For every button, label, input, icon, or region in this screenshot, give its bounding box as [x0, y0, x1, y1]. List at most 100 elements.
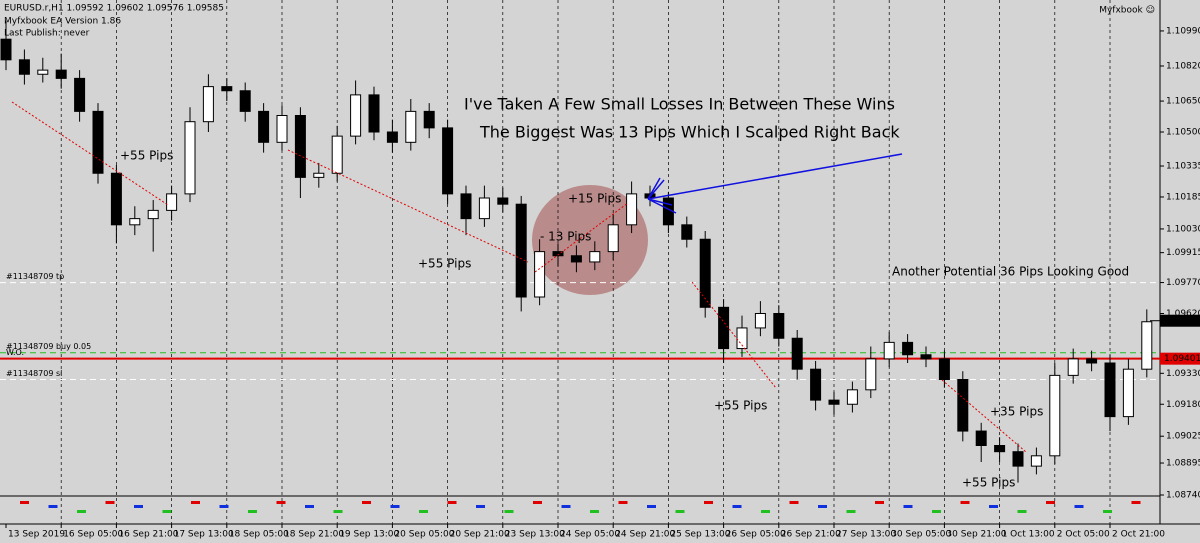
indicator-dash: [219, 505, 229, 508]
candle-body: [276, 115, 288, 143]
x-tick-label: 2 Oct 05:00: [1057, 530, 1110, 540]
indicator-dash: [476, 505, 485, 508]
indicator-dash: [77, 510, 86, 513]
candle-body: [55, 69, 67, 79]
x-tick-label: 25 Sep 13:00: [670, 530, 730, 540]
candle-body: [442, 127, 454, 195]
y-tick-label: 1.10335: [1166, 162, 1200, 172]
y-tick-label: 1.09620: [1166, 309, 1200, 319]
y-tick-label: 1.10820: [1166, 62, 1200, 72]
annotation: +55 Pips: [120, 149, 173, 163]
candle-body: [1049, 374, 1061, 457]
indicator-dash: [1017, 510, 1027, 513]
candle-body: [791, 337, 803, 370]
candle-body: [570, 255, 582, 263]
candle-body: [1067, 358, 1079, 376]
indicator-dash: [561, 505, 571, 508]
indicator-dash: [761, 510, 770, 513]
last-price-tag: [1160, 314, 1200, 327]
indicator-dash: [903, 505, 913, 508]
x-tick-label: 17 Sep 13:00: [174, 530, 234, 540]
candle-body: [423, 110, 435, 129]
indicator-dash: [732, 505, 742, 508]
candle-body: [405, 110, 417, 143]
indicator-dash: [846, 510, 856, 513]
candle-body: [147, 209, 159, 220]
candle-body: [221, 86, 233, 92]
candle-body: [1122, 368, 1134, 418]
x-tick-label: 20 Sep 05:00: [394, 530, 454, 540]
candle-body: [938, 358, 950, 380]
candle-body: [589, 251, 601, 263]
trade-line: [287, 149, 529, 263]
candle-body: [92, 110, 104, 174]
candle-body: [828, 399, 840, 405]
indicator-dash: [305, 505, 314, 508]
candle-body: [166, 193, 178, 211]
level-name: W.O.: [6, 348, 24, 357]
header-line: EURUSD.r,H1 1.09592 1.09602 1.09576 1.09…: [4, 4, 224, 14]
candle-body: [902, 341, 914, 356]
indicator-dash: [932, 510, 941, 513]
y-tick-label: 1.10185: [1166, 192, 1200, 202]
y-tick-label: 1.10500: [1166, 128, 1200, 138]
candle-body: [1141, 321, 1153, 370]
y-tick-label: 1.09330: [1166, 369, 1200, 379]
candle-body: [478, 197, 490, 220]
y-tick-label: 1.09025: [1166, 432, 1200, 442]
x-tick-label: 30 Sep 21:00: [946, 530, 1006, 540]
candle-body: [699, 238, 711, 308]
y-tick-label: 1.08740: [1166, 491, 1200, 501]
y-tick-label: 1.09770: [1166, 278, 1200, 288]
annotation: I've Taken A Few Small Losses In Between…: [464, 95, 895, 114]
indicator-dash: [276, 501, 286, 504]
indicator-dash: [590, 510, 599, 513]
indicator-dash: [618, 501, 628, 504]
indicator-dash: [48, 505, 58, 508]
x-tick-label: 1 Oct 13:00: [1002, 530, 1055, 540]
x-tick-label: 18 Sep 21:00: [284, 530, 344, 540]
candle-body: [883, 341, 895, 360]
pointer-arrow: [647, 153, 903, 200]
candle-body: [773, 313, 785, 339]
candle-body: [1104, 362, 1116, 418]
indicator-dash: [162, 510, 172, 513]
y-tick-label: 1.10030: [1166, 224, 1200, 234]
x-tick-label: 24 Sep 21:00: [615, 530, 675, 540]
x-tick-label: 24 Sep 05:00: [560, 530, 620, 540]
highlight-ellipse: [532, 185, 648, 295]
y-tick-label: 1.08895: [1166, 459, 1200, 469]
candle-body: [1030, 455, 1042, 467]
candle-body: [0, 38, 12, 61]
candle-body: [350, 94, 362, 137]
candle-body: [239, 90, 251, 112]
x-tick-label: 16 Sep 05:00: [63, 530, 123, 540]
header-line: Myfxbook EA Version 1.86: [4, 17, 121, 27]
candle-body: [920, 354, 932, 360]
brand: Myfxbook ☺: [1099, 5, 1155, 16]
x-tick-label: 26 Sep 21:00: [781, 530, 841, 540]
candle-body: [754, 313, 766, 329]
candle-body: [1086, 358, 1098, 364]
indicator-dash: [105, 501, 115, 504]
candle-body: [331, 135, 343, 174]
candle-body: [957, 379, 969, 432]
level-tag-label: 1.09401: [1164, 354, 1200, 364]
annotation: - 13 Pips: [540, 230, 591, 244]
annotation: +15 Pips: [568, 192, 621, 206]
y-tick-label: 1.09180: [1166, 400, 1200, 410]
y-tick-label: 1.09915: [1166, 248, 1200, 258]
arrow-head: [647, 177, 677, 214]
indicator-dash: [875, 501, 884, 504]
x-tick-label: 23 Sep 13:00: [505, 530, 565, 540]
candle-body: [552, 251, 564, 257]
trade-line: [11, 101, 169, 206]
y-tick-label: 1.10990: [1166, 26, 1200, 36]
annotation: The Biggest Was 13 Pips Which I Scalped …: [479, 123, 900, 142]
indicator-dash: [704, 501, 713, 504]
candle-body: [846, 389, 858, 405]
candle-body: [626, 193, 638, 226]
x-tick-label: 2 Oct 21:00: [1112, 530, 1165, 540]
candle-body: [386, 131, 398, 143]
